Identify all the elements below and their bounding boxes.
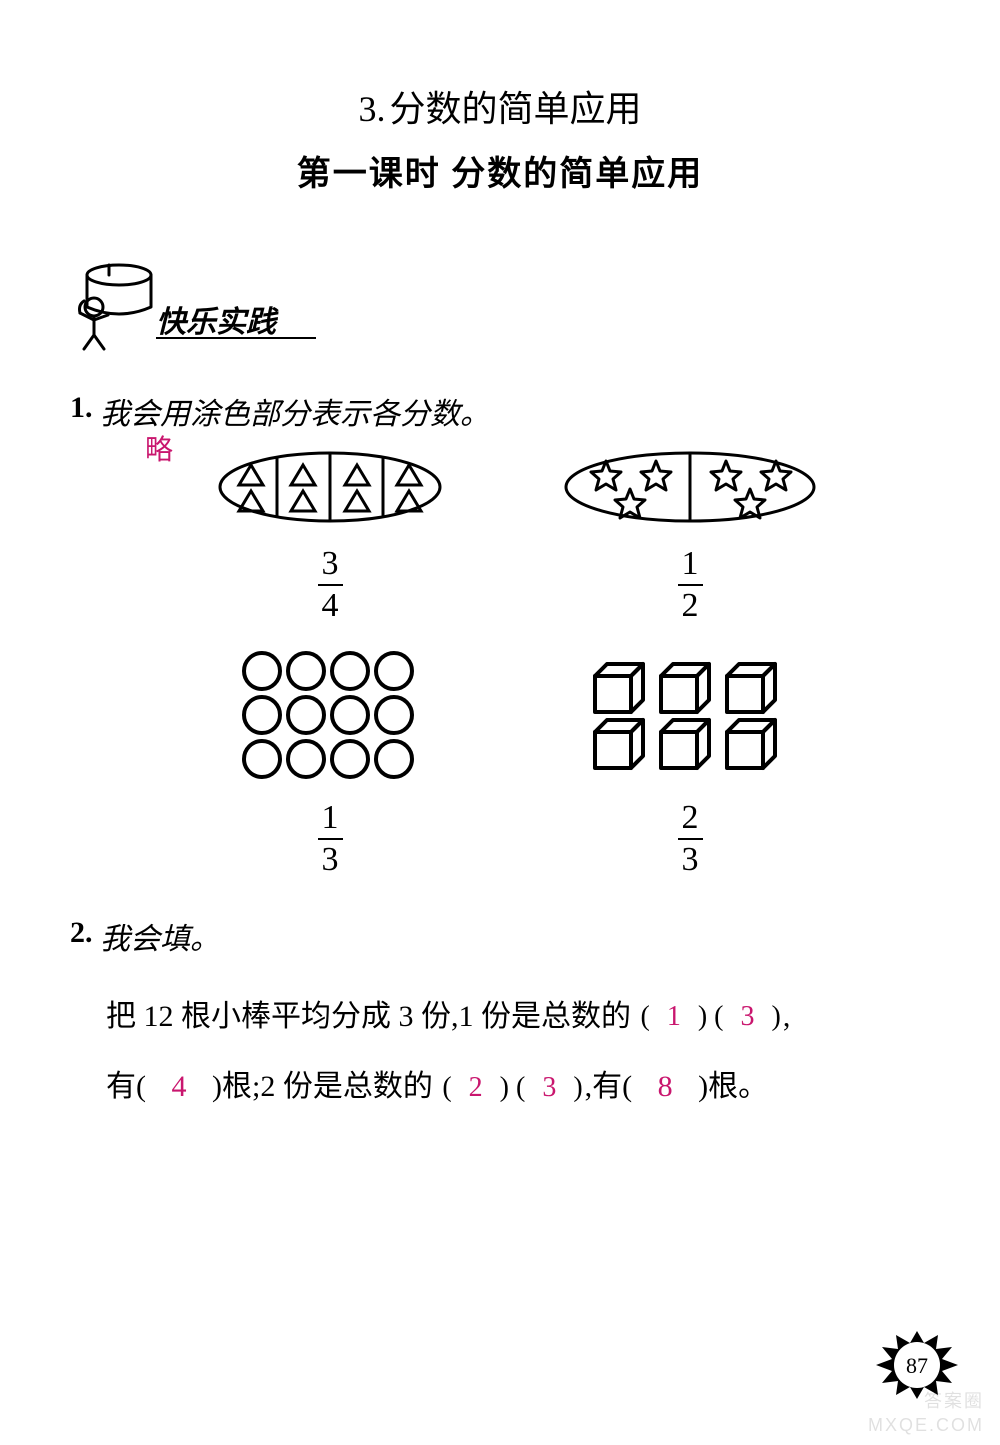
q2-body: 把 12 根小棒平均分成 3 份,1 份是总数的 ( 1 ) ( 3 ) , 有…: [106, 982, 930, 1123]
fig-cubes: [550, 654, 830, 779]
lesson-label: 第一课时 分数的简单应用: [70, 146, 930, 195]
section-title: 分数的简单应用: [389, 89, 641, 129]
section-number: 3.: [358, 89, 385, 129]
q2-line2: 有( 4 )根;2 份是总数的 ( 2 ) ( 3 ) ,有( 8 )根。: [106, 1052, 930, 1123]
blank-8: 8: [647, 1052, 683, 1123]
fig-triangles: [190, 449, 470, 530]
q1-number: 1.: [70, 391, 100, 425]
practice-underline: [156, 337, 316, 339]
frac-1-3: 1 3: [318, 800, 343, 877]
frac-2-3: 2 3: [678, 800, 703, 877]
page-number-badge: 87: [872, 1327, 962, 1415]
page-number: 87: [906, 1353, 928, 1378]
frac-1-2: 1 2: [678, 546, 703, 623]
fig-circles: [190, 649, 470, 784]
blank-frac-2: ( 2 ) ( 3 ): [442, 1073, 582, 1102]
question-1: 1. 我会用涂色部分表示各分数。: [70, 391, 930, 439]
q1-figures: 3 4 1 2: [190, 449, 830, 878]
q2-number: 2.: [70, 916, 100, 950]
question-2: 2. 我会填。: [70, 916, 930, 964]
blank-4: 4: [161, 1052, 197, 1123]
frac-3-4: 3 4: [318, 546, 343, 623]
q1-answer-omitted: 略: [145, 428, 173, 468]
practice-label: 快乐实践: [156, 297, 276, 341]
fig-stars: [550, 449, 830, 530]
q2-line1: 把 12 根小棒平均分成 3 份,1 份是总数的 ( 1 ) ( 3 ) ,: [106, 982, 930, 1053]
q2-text: 我会填。: [100, 916, 220, 964]
practice-icon: [74, 257, 164, 353]
practice-heading: 快乐实践: [70, 267, 930, 357]
blank-frac-1: ( 1 ) ( 3 ): [641, 1002, 781, 1031]
watermark-bottom: MXQE.COM: [868, 1414, 984, 1437]
section-header: 3. 分数的简单应用 第一课时 分数的简单应用: [70, 80, 930, 195]
